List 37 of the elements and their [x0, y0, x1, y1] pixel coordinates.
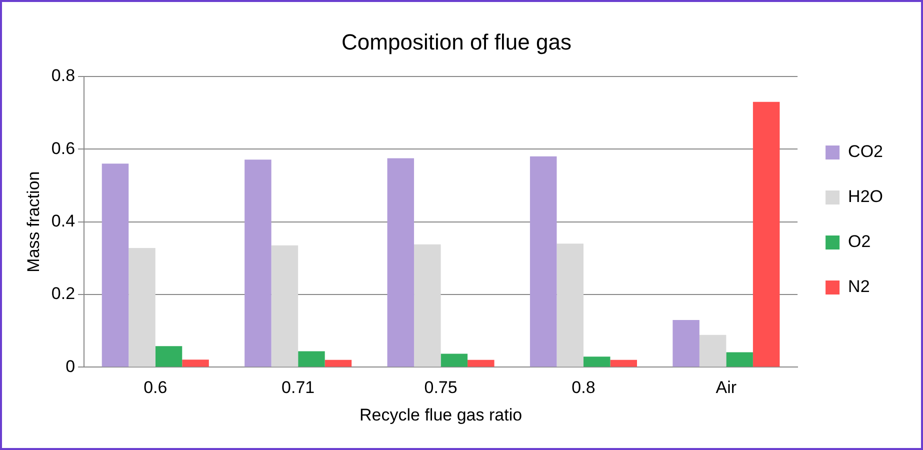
y-tick-label: 0.6 [51, 138, 76, 158]
legend-label: O2 [848, 232, 871, 252]
y-tick-label: 0 [66, 356, 76, 376]
bar [530, 156, 557, 367]
bar [556, 244, 584, 367]
x-tick-label: 0.6 [144, 378, 168, 398]
bar [387, 158, 414, 367]
bar [672, 320, 700, 367]
x-tick-label: Air [716, 378, 737, 398]
y-tick-label: 0.4 [51, 211, 76, 230]
y-tick-label: 0.8 [51, 66, 76, 86]
bar [271, 245, 298, 367]
bar [414, 244, 441, 367]
x-tick-label: 0.71 [282, 378, 315, 398]
bar [128, 248, 156, 367]
bar [752, 102, 780, 367]
x-tick-label: 0.8 [572, 378, 596, 398]
x-tick-label: 0.75 [424, 378, 458, 398]
bar [610, 360, 638, 367]
x-axis-title: Recycle flue gas ratio [360, 405, 522, 424]
bar [298, 351, 325, 367]
bar [699, 334, 726, 367]
bar [583, 356, 610, 367]
bar [182, 360, 209, 367]
legend-label: N2 [848, 277, 870, 296]
bar [155, 346, 182, 367]
bar [102, 164, 129, 367]
legend-label: H2O [848, 187, 884, 206]
chart-title: Composition of flue gas [342, 29, 572, 54]
bar [468, 360, 494, 367]
bar [244, 160, 272, 367]
bar [324, 360, 352, 367]
bar [726, 352, 753, 367]
bar [440, 354, 468, 367]
legend-label: CO2 [848, 142, 884, 162]
y-axis-title: Mass fraction [24, 171, 43, 272]
y-tick-label: 0.2 [51, 284, 76, 304]
